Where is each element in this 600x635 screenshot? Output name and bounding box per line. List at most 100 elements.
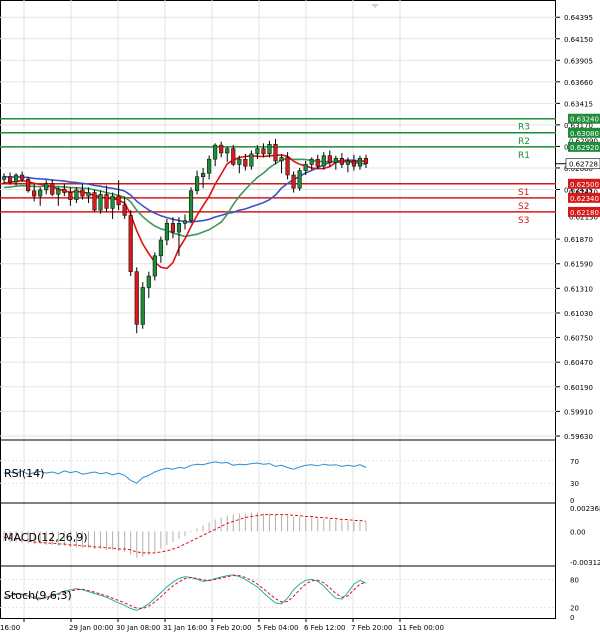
candle-bearish (339, 158, 344, 165)
price-tick-label: 0.63170 (564, 122, 593, 130)
rsi-line (3, 461, 367, 484)
stoch-tick-label: 80 (570, 576, 579, 584)
price-tick-label: 0.60190 (564, 384, 593, 392)
candle-bearish (26, 179, 31, 192)
candle-bullish (345, 160, 350, 165)
price-tick-label: 0.60750 (564, 335, 593, 343)
pivot-price-tag-text: 0.62180 (570, 209, 599, 217)
price-tick-label: 0.61590 (564, 261, 593, 269)
price-tick-label: 0.63415 (564, 100, 593, 108)
candle-bullish (1, 176, 7, 180)
macd-panel: 0.002368 0.00 -0.003127 (3, 505, 600, 567)
macd-label: MACD(12,26,9) (4, 531, 88, 544)
pivot-price-tag (568, 178, 600, 189)
price-tick-label: 0.62435 (564, 186, 593, 194)
time-tick-label: 30 Jan 08:00 (116, 624, 160, 632)
current-price-text: 0.62728 (569, 161, 598, 169)
candle-bearish (231, 148, 236, 165)
time-tick-label: 29 Jan 00:00 (69, 624, 113, 632)
pivot-price-tag (568, 192, 600, 203)
price-tick-label: 0.63660 (564, 79, 593, 87)
pivot-price-tag (568, 113, 600, 124)
candle-bullish (182, 220, 188, 224)
price-tick-label: 0.59630 (564, 433, 593, 441)
pivot-label-s2: S2 (518, 202, 529, 212)
price-tick-label: 0.64150 (564, 36, 593, 44)
price-tick-label: 0.63905 (564, 57, 593, 65)
candle-bullish (267, 143, 272, 155)
pivot-price-tag-text: 0.62340 (570, 195, 599, 203)
candle-bullish (188, 190, 194, 221)
pivot-price-tag-text: 0.62500 (570, 181, 599, 189)
candle-bearish (50, 183, 55, 195)
candle-bearish (243, 158, 248, 167)
pivot-price-tag (568, 127, 600, 138)
candle-bearish (285, 157, 290, 176)
grid (0, 0, 556, 618)
candle-bullish (297, 170, 302, 189)
candle-bullish (74, 189, 79, 200)
candle-bullish (56, 188, 61, 195)
candlesticks (1, 138, 369, 334)
candle-bullish (279, 157, 284, 162)
pivot-price-tag-text: 0.63240 (570, 116, 599, 124)
candle-bullish (110, 195, 115, 209)
price-tick-label: 0.61870 (564, 236, 593, 244)
price-tick-label: 0.61310 (564, 285, 593, 293)
rsi-panel: 70 30 0 (0, 458, 579, 505)
candle-bullish (249, 153, 254, 167)
candle-bearish (80, 189, 85, 197)
candle-bullish (333, 158, 338, 163)
candle-bullish (303, 164, 308, 171)
rsi-tick-label: 30 (570, 480, 579, 488)
time-tick-label: 6 Feb 12:00 (304, 624, 345, 632)
candle-bullish (255, 148, 260, 155)
macd-tick-label: 0.002368 (570, 505, 600, 513)
candle-bullish (158, 239, 163, 257)
candle-bullish (14, 174, 19, 183)
rsi-tick-label: 0 (570, 497, 574, 505)
candle-bullish (176, 223, 182, 233)
candle-bullish (213, 144, 218, 160)
candle-bearish (7, 176, 13, 183)
current-price-marker: 0.62728 (556, 158, 600, 170)
time-axis: 16:00 29 Jan 00:00 30 Jan 08:00 31 Jan 16:0… (0, 618, 444, 632)
candle-bearish (116, 195, 121, 206)
price-tick-label: 0.59910 (564, 408, 593, 416)
candle-bearish (351, 160, 356, 167)
candle-bullish (146, 275, 151, 288)
candle-bullish (357, 158, 363, 167)
price-tick-label-partial: 0.62990 (569, 138, 598, 146)
stoch-main-line (3, 574, 367, 611)
pivot-label-r3: R3 (518, 123, 530, 133)
pivot-price-tag-text: 0.63080 (570, 130, 599, 138)
candle-bullish (98, 194, 103, 211)
candle-bearish (327, 155, 332, 163)
candle-bullish (38, 189, 43, 197)
candle-bearish (291, 174, 296, 189)
stoch-tick-label: 0 (570, 614, 574, 622)
candle-bullish (152, 255, 157, 277)
candle-bearish (273, 143, 278, 162)
price-tick-label: 0.60470 (564, 359, 593, 367)
time-tick-label: 31 Jan 16:00 (163, 624, 207, 632)
candle-bullish (237, 158, 242, 165)
pivot-label-r1: R1 (518, 151, 530, 161)
candle-bearish (315, 158, 320, 167)
candle-bullish (309, 158, 314, 165)
pivot-price-tag (568, 206, 600, 217)
pivot-label-r2: R2 (518, 137, 530, 147)
stoch-panel: 80 200 (0, 574, 579, 622)
chart-shift-marker-icon[interactable] (371, 4, 379, 8)
time-tick-label: 11 Feb 00:00 (398, 624, 444, 632)
candle-bearish (32, 190, 37, 197)
pivot-label-s1: S1 (518, 188, 529, 198)
price-tick-label: 0.64395 (564, 14, 593, 22)
price-tick-label: 0.61030 (564, 310, 593, 318)
candle-bullish (44, 183, 49, 191)
candle-bearish (62, 188, 67, 193)
stoch-label: Stoch(9,6,3) (4, 589, 72, 602)
candle-bearish (128, 215, 133, 272)
rsi-label: RSI(14) (4, 467, 44, 480)
